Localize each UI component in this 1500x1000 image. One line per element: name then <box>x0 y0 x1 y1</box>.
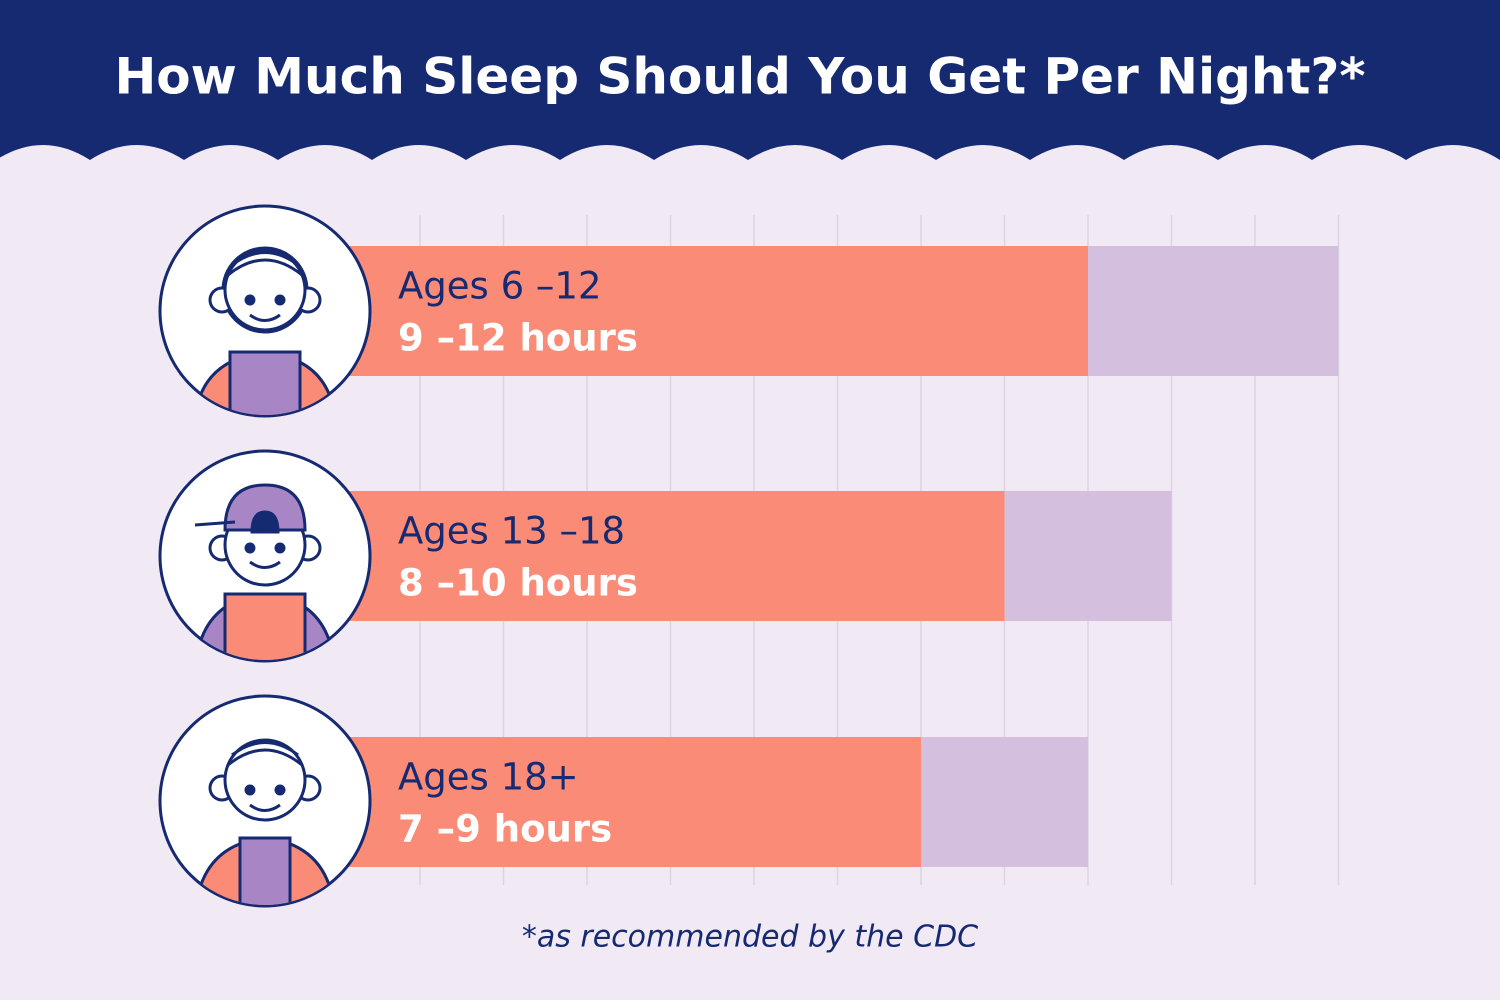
category-label: Ages 13 –18 <box>398 510 625 553</box>
bar-min <box>336 737 921 867</box>
bar-range <box>921 737 1088 867</box>
bar-range <box>1004 491 1172 621</box>
header-band <box>0 0 1500 160</box>
footnote: *as recommended by the CDC <box>522 920 978 955</box>
category-label: Ages 6 –12 <box>398 265 601 308</box>
category-label: Ages 18+ <box>398 756 579 799</box>
avatar-teen <box>193 483 337 660</box>
avatar-child <box>193 246 337 415</box>
bar-range <box>1088 246 1339 376</box>
value-label: 9 –12 hours <box>398 317 638 360</box>
bar-min <box>336 491 1005 621</box>
value-label: 7 –9 hours <box>398 808 612 851</box>
avatars <box>158 204 372 908</box>
chart-title: How Much Sleep Should You Get Per Night?… <box>114 48 1365 106</box>
bar-min <box>336 246 1088 376</box>
bars <box>336 246 1339 867</box>
avatar-adult <box>193 738 337 905</box>
value-label: 8 –10 hours <box>398 562 638 605</box>
labels: Ages 6 –12 9 –12 hours Ages 13 –18 8 –10 ho… <box>398 265 638 851</box>
